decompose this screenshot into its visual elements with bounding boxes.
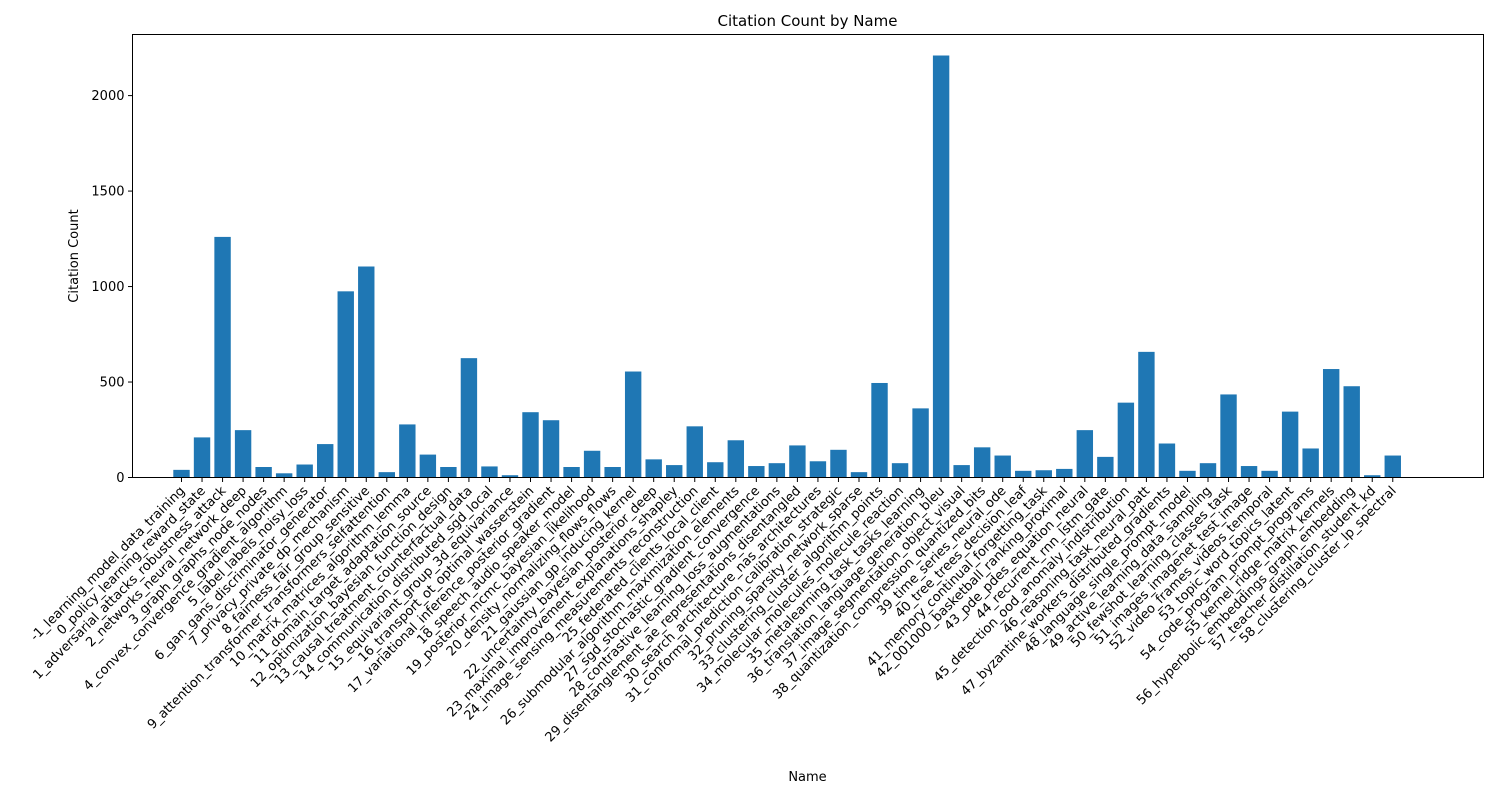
bar <box>317 444 334 478</box>
y-axis-title: Citation Count <box>67 209 82 302</box>
bar <box>1322 369 1340 478</box>
y-tick-label: 500 <box>100 376 125 391</box>
bar <box>522 412 539 478</box>
bar <box>891 463 909 478</box>
bar <box>604 467 621 478</box>
bar <box>501 475 519 478</box>
bar <box>358 266 375 478</box>
chart-title: Citation Count by Name <box>718 12 898 30</box>
bar <box>255 467 272 478</box>
bar <box>1076 430 1094 478</box>
bar <box>173 469 190 478</box>
bar <box>871 382 888 478</box>
y-tick-label: 1000 <box>91 280 124 295</box>
bar <box>193 437 211 478</box>
bar <box>809 461 827 478</box>
y-axis: 0 500 1000 1500 2000 <box>91 89 133 486</box>
bar <box>1302 448 1319 478</box>
bar <box>830 449 847 478</box>
bar <box>275 473 293 478</box>
bar <box>583 450 601 478</box>
bar <box>481 466 498 478</box>
bar <box>1199 463 1217 478</box>
bar <box>563 467 580 478</box>
x-axis: -1_learning_model_data_training0_policy_… <box>28 477 1400 745</box>
bar <box>850 472 868 478</box>
bar <box>1179 470 1196 478</box>
y-tick-label: 2000 <box>91 89 124 104</box>
bar <box>666 465 683 478</box>
bars-layer <box>173 55 1401 478</box>
x-axis-title: Name <box>788 770 826 785</box>
bar <box>1138 351 1155 478</box>
bar <box>686 426 703 478</box>
bar <box>1240 466 1258 478</box>
bar <box>973 447 991 478</box>
bar <box>214 236 231 478</box>
bar <box>1097 456 1114 478</box>
bar <box>234 430 252 478</box>
bar <box>1158 443 1176 478</box>
bar <box>1056 468 1073 478</box>
bar <box>1281 411 1299 478</box>
bar <box>789 445 806 478</box>
bar <box>932 55 950 478</box>
y-tick-label: 1500 <box>91 185 124 200</box>
bar <box>1117 402 1135 478</box>
bar <box>645 459 662 478</box>
bar <box>1015 470 1032 478</box>
bar <box>337 291 354 478</box>
bar <box>1343 386 1360 478</box>
bar <box>912 408 929 478</box>
bar <box>1220 394 1237 478</box>
bar <box>768 463 786 478</box>
bar <box>1384 455 1401 478</box>
bar <box>440 467 457 478</box>
bar <box>296 464 313 478</box>
bar <box>542 420 560 478</box>
bar <box>460 358 478 478</box>
y-tick-label: 0 <box>116 471 124 486</box>
bar <box>953 465 970 478</box>
bar <box>994 455 1011 478</box>
bar <box>748 466 765 478</box>
bar <box>707 462 724 478</box>
bar <box>419 454 437 478</box>
plot-frame <box>132 34 1484 478</box>
bar <box>1261 470 1278 478</box>
bar <box>1364 475 1381 478</box>
bar <box>399 424 416 478</box>
bar <box>1035 470 1052 478</box>
bar <box>727 440 745 478</box>
bar <box>378 472 395 478</box>
bar <box>624 371 642 478</box>
